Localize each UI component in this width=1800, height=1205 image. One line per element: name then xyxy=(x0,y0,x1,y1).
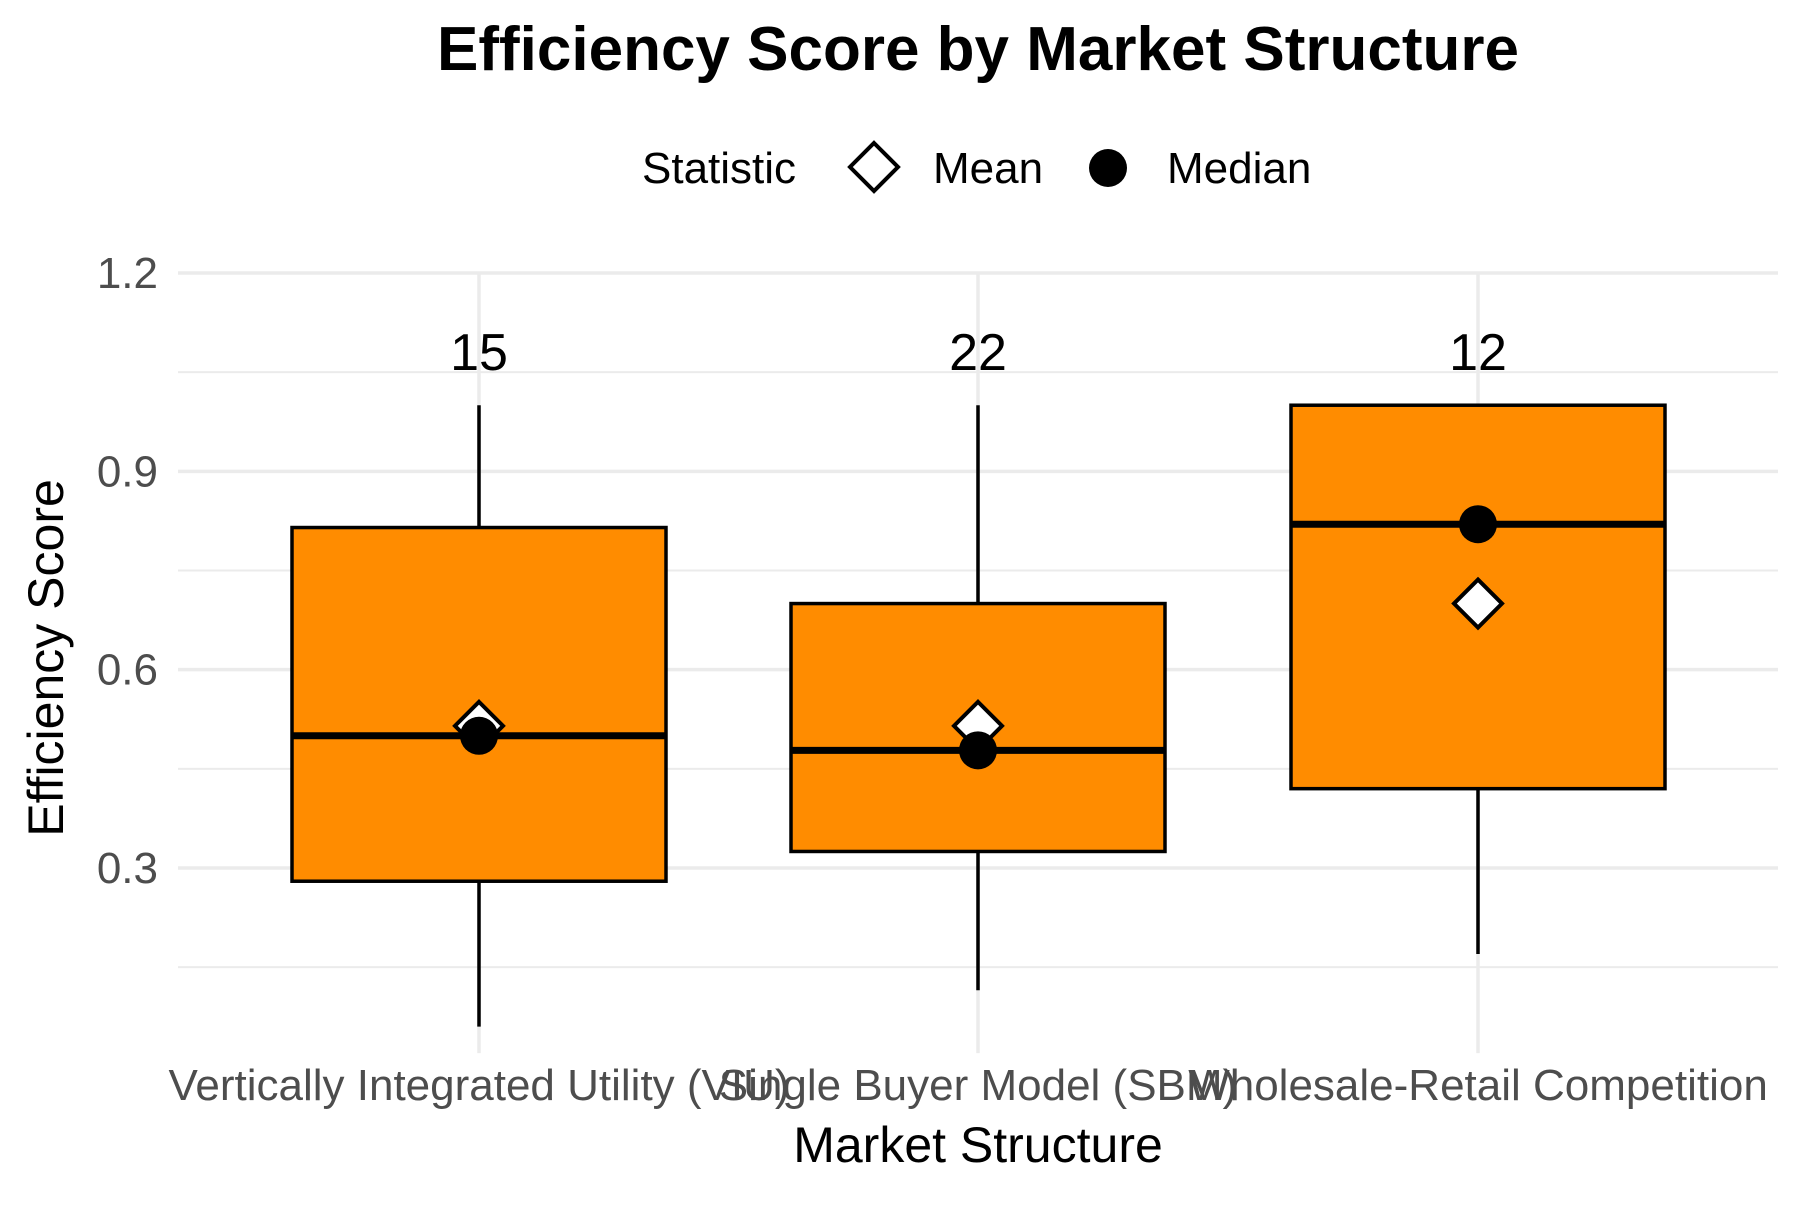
legend-mean-diamond-icon xyxy=(847,140,901,194)
count-label: 12 xyxy=(1449,324,1507,382)
x-axis-ticks: Vertically Integrated Utility (VIU)Singl… xyxy=(168,1061,1767,1110)
x-tick-label: Vertically Integrated Utility (VIU) xyxy=(168,1061,789,1110)
box-group: 12 xyxy=(1289,324,1667,954)
legend-median-circle-icon xyxy=(1089,149,1127,187)
y-tick-label: 1.2 xyxy=(97,249,158,298)
legend-title: Statistic xyxy=(642,144,796,193)
legend: Statistic Mean Median xyxy=(642,140,1311,194)
x-axis-title: Market Structure xyxy=(793,1117,1163,1173)
box-group: 15 xyxy=(290,324,668,1027)
y-axis-title: Efficiency Score xyxy=(18,479,74,837)
y-tick-label: 0.3 xyxy=(97,844,158,893)
median-marker xyxy=(959,731,997,770)
mean-marker xyxy=(1451,576,1505,631)
x-tick-label: Single Buyer Model (SBM) xyxy=(719,1061,1237,1110)
median-marker xyxy=(460,716,498,755)
legend-label-median: Median xyxy=(1167,144,1311,193)
y-tick-label: 0.9 xyxy=(97,447,158,496)
x-tick-label: Wholesale-Retail Competition xyxy=(1188,1061,1768,1110)
legend-label-mean: Mean xyxy=(933,144,1043,193)
chart-title: Efficiency Score by Market Structure xyxy=(437,15,1519,84)
median-marker xyxy=(1459,505,1497,544)
count-label: 22 xyxy=(949,324,1007,382)
y-axis-ticks: 0.3 0.6 0.9 1.2 xyxy=(97,249,158,893)
boxes: 15 22 12 xyxy=(290,324,1667,1027)
count-label: 15 xyxy=(450,324,508,382)
y-tick-label: 0.6 xyxy=(97,646,158,695)
box-group: 22 xyxy=(789,324,1167,991)
